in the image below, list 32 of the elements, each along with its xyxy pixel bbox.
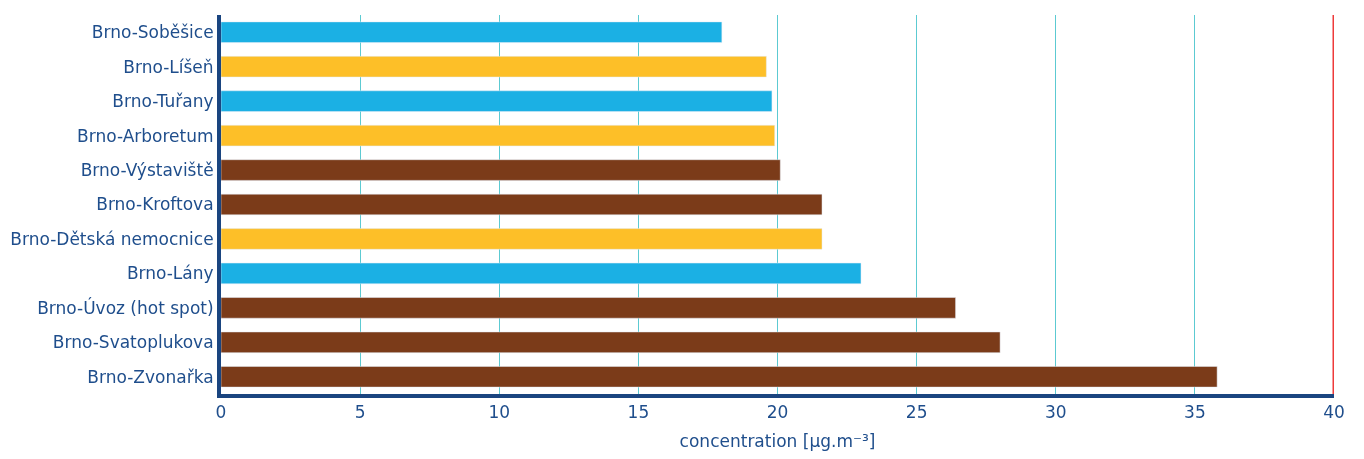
y-tick-label: Brno-Výstaviště — [80, 160, 214, 180]
y-tick-label: Brno-Úvoz (hot spot) — [37, 296, 214, 318]
y-tick-label: Brno-Kroftova — [96, 194, 214, 215]
bar — [221, 21, 723, 43]
bar — [221, 193, 823, 216]
y-tick-label: Brno-Líšeň — [123, 56, 214, 77]
x-tick-label: 15 — [627, 402, 650, 423]
bar — [221, 297, 956, 319]
x-tick-label: 20 — [766, 402, 789, 423]
y-tick-label: Brno-Soběšice — [91, 22, 214, 43]
bar — [221, 262, 862, 284]
x-tick-label: 30 — [1044, 402, 1067, 423]
x-tick-label: 0 — [215, 402, 227, 423]
y-tick-label: Brno-Svatoplukova — [52, 332, 214, 353]
bar — [221, 228, 823, 250]
bar — [221, 159, 781, 181]
y-tick-label: Brno-Zvonařka — [87, 366, 214, 387]
bar — [221, 331, 1001, 353]
bar — [221, 125, 775, 147]
y-tick-label: Brno-Lány — [126, 263, 214, 284]
x-tick-label: 10 — [488, 402, 511, 423]
y-tick-label: Brno-Dětská nemocnice — [10, 228, 214, 249]
y-tick-label: Brno-Arboretum — [77, 125, 214, 146]
bar — [221, 366, 1218, 388]
x-tick-label: 35 — [1184, 402, 1206, 423]
y-tick-label: Brno-Tuřany — [112, 91, 214, 112]
x-tick-label: 25 — [905, 402, 928, 423]
x-axis-title: concentration [µg.m⁻³] — [679, 431, 876, 452]
x-tick-label: 5 — [354, 402, 366, 423]
bar — [221, 90, 773, 112]
bar — [221, 56, 767, 78]
x-tick-label: 40 — [1323, 402, 1345, 423]
